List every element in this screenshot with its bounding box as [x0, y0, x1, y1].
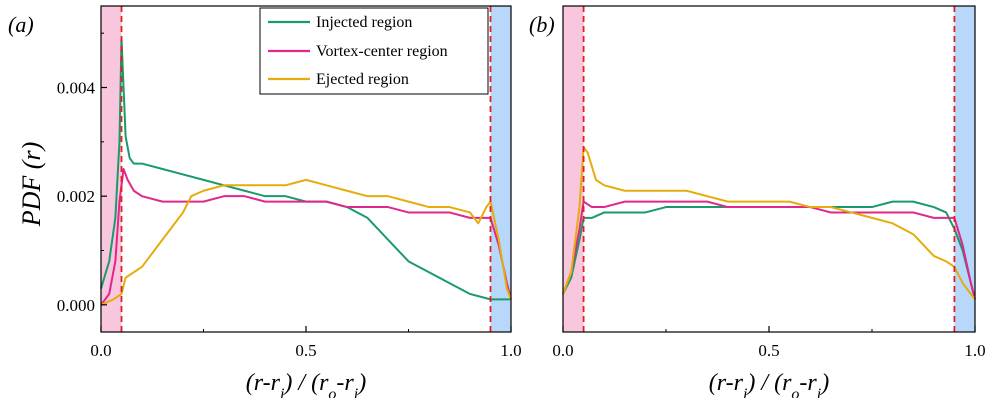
legend: Injected region Vortex-center region Eje… — [259, 7, 489, 95]
series-injected-region-a — [100, 37, 511, 301]
series-ejected-region-b — [562, 146, 976, 301]
panel-a-label: (a) — [8, 12, 34, 37]
series-vortex-center-region-a — [100, 168, 512, 306]
inner-wall-band-b — [563, 6, 584, 332]
legend-entry-vortex: Vortex-center region — [316, 43, 448, 60]
x-tick-label-a-0: 0.0 — [90, 341, 111, 360]
outer-wall-band-a — [490, 6, 511, 332]
panel-a-plot-area: 0.0 0.5 1.0 0.000 0.002 0.004 — [57, 5, 522, 360]
x-tick-label-a-2: 1.0 — [500, 341, 521, 360]
legend-entry-ejected: Ejected region — [316, 71, 409, 88]
y-tick-label-a-1: 0.002 — [57, 187, 95, 206]
series-injected-region-b — [562, 200, 976, 300]
legend-entry-injected: Injected region — [316, 14, 412, 31]
y-axis-label: PDF (r) — [17, 142, 46, 227]
series-vortex-center-region-b — [562, 200, 976, 300]
x-tick-label-a-1: 0.5 — [295, 341, 316, 360]
panel-b: (b) 0.0 0.5 1.0 (r-ri) / (ro-ri) — [529, 5, 986, 398]
outer-wall-band-b — [954, 6, 975, 332]
panel-a: (a) PDF (r) 0.0 0.5 1.0 0.000 0.002 0.004 (r-… — [8, 5, 522, 398]
axes-frame-b — [562, 5, 976, 333]
x-tick-label-b-2: 1.0 — [964, 341, 985, 360]
y-tick-label-a-0: 0.000 — [57, 296, 95, 315]
series-ejected-region-a — [100, 178, 512, 306]
panel-b-plot-area: 0.0 0.5 1.0 — [552, 5, 986, 360]
panel-a-x-axis-label: (r-ri) / (ro-ri) — [246, 370, 366, 398]
x-tick-label-b-1: 0.5 — [758, 341, 779, 360]
y-tick-label-a-2: 0.004 — [57, 79, 96, 98]
panel-b-x-axis-label: (r-ri) / (ro-ri) — [709, 370, 829, 398]
panel-b-label: (b) — [529, 12, 555, 37]
x-tick-label-b-0: 0.0 — [552, 341, 573, 360]
